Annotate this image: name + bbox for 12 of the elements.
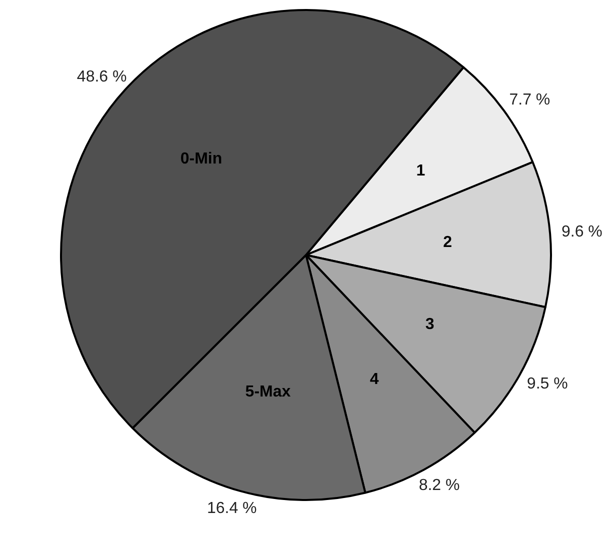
slice-label: 1 [416,162,426,180]
data-label: 9.6 % [561,223,602,240]
data-label: 48.6 % [76,68,127,86]
slice-label: 4 [370,370,379,388]
data-label: 7.7 % [509,91,550,108]
slice-label: 3 [425,316,434,334]
data-label: 8.2 % [418,476,460,494]
slice-label: 0-Min [180,150,222,168]
data-label: 9.5 % [526,375,568,392]
slice-label: 5-Max [245,383,291,400]
slice-label: 2 [443,234,452,252]
data-label: 16.4 % [206,500,257,517]
